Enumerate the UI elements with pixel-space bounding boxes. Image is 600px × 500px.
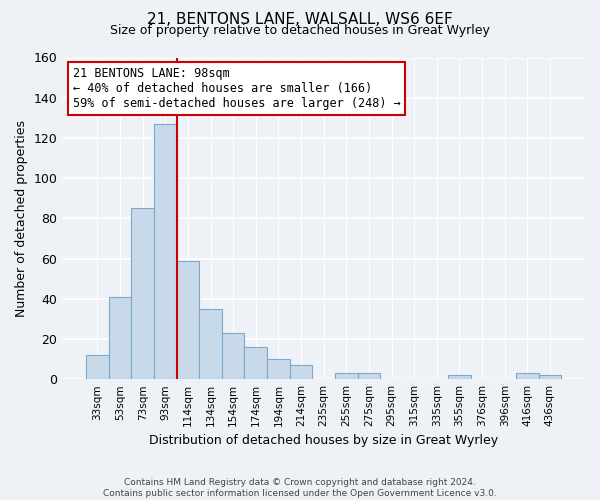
Y-axis label: Number of detached properties: Number of detached properties xyxy=(15,120,28,317)
Bar xyxy=(154,124,176,379)
Bar xyxy=(448,375,471,379)
Bar xyxy=(290,365,313,379)
Bar xyxy=(516,373,539,379)
Bar xyxy=(109,296,131,379)
Text: Contains HM Land Registry data © Crown copyright and database right 2024.
Contai: Contains HM Land Registry data © Crown c… xyxy=(103,478,497,498)
Bar xyxy=(199,309,222,379)
Bar xyxy=(358,373,380,379)
Text: 21 BENTONS LANE: 98sqm
← 40% of detached houses are smaller (166)
59% of semi-de: 21 BENTONS LANE: 98sqm ← 40% of detached… xyxy=(73,67,400,110)
Bar xyxy=(244,347,267,379)
Bar xyxy=(176,260,199,379)
Bar xyxy=(131,208,154,379)
Bar xyxy=(86,355,109,379)
Text: 21, BENTONS LANE, WALSALL, WS6 6EF: 21, BENTONS LANE, WALSALL, WS6 6EF xyxy=(147,12,453,28)
Bar xyxy=(539,375,561,379)
X-axis label: Distribution of detached houses by size in Great Wyrley: Distribution of detached houses by size … xyxy=(149,434,498,448)
Bar xyxy=(222,333,244,379)
Bar xyxy=(335,373,358,379)
Text: Size of property relative to detached houses in Great Wyrley: Size of property relative to detached ho… xyxy=(110,24,490,37)
Bar xyxy=(267,359,290,379)
